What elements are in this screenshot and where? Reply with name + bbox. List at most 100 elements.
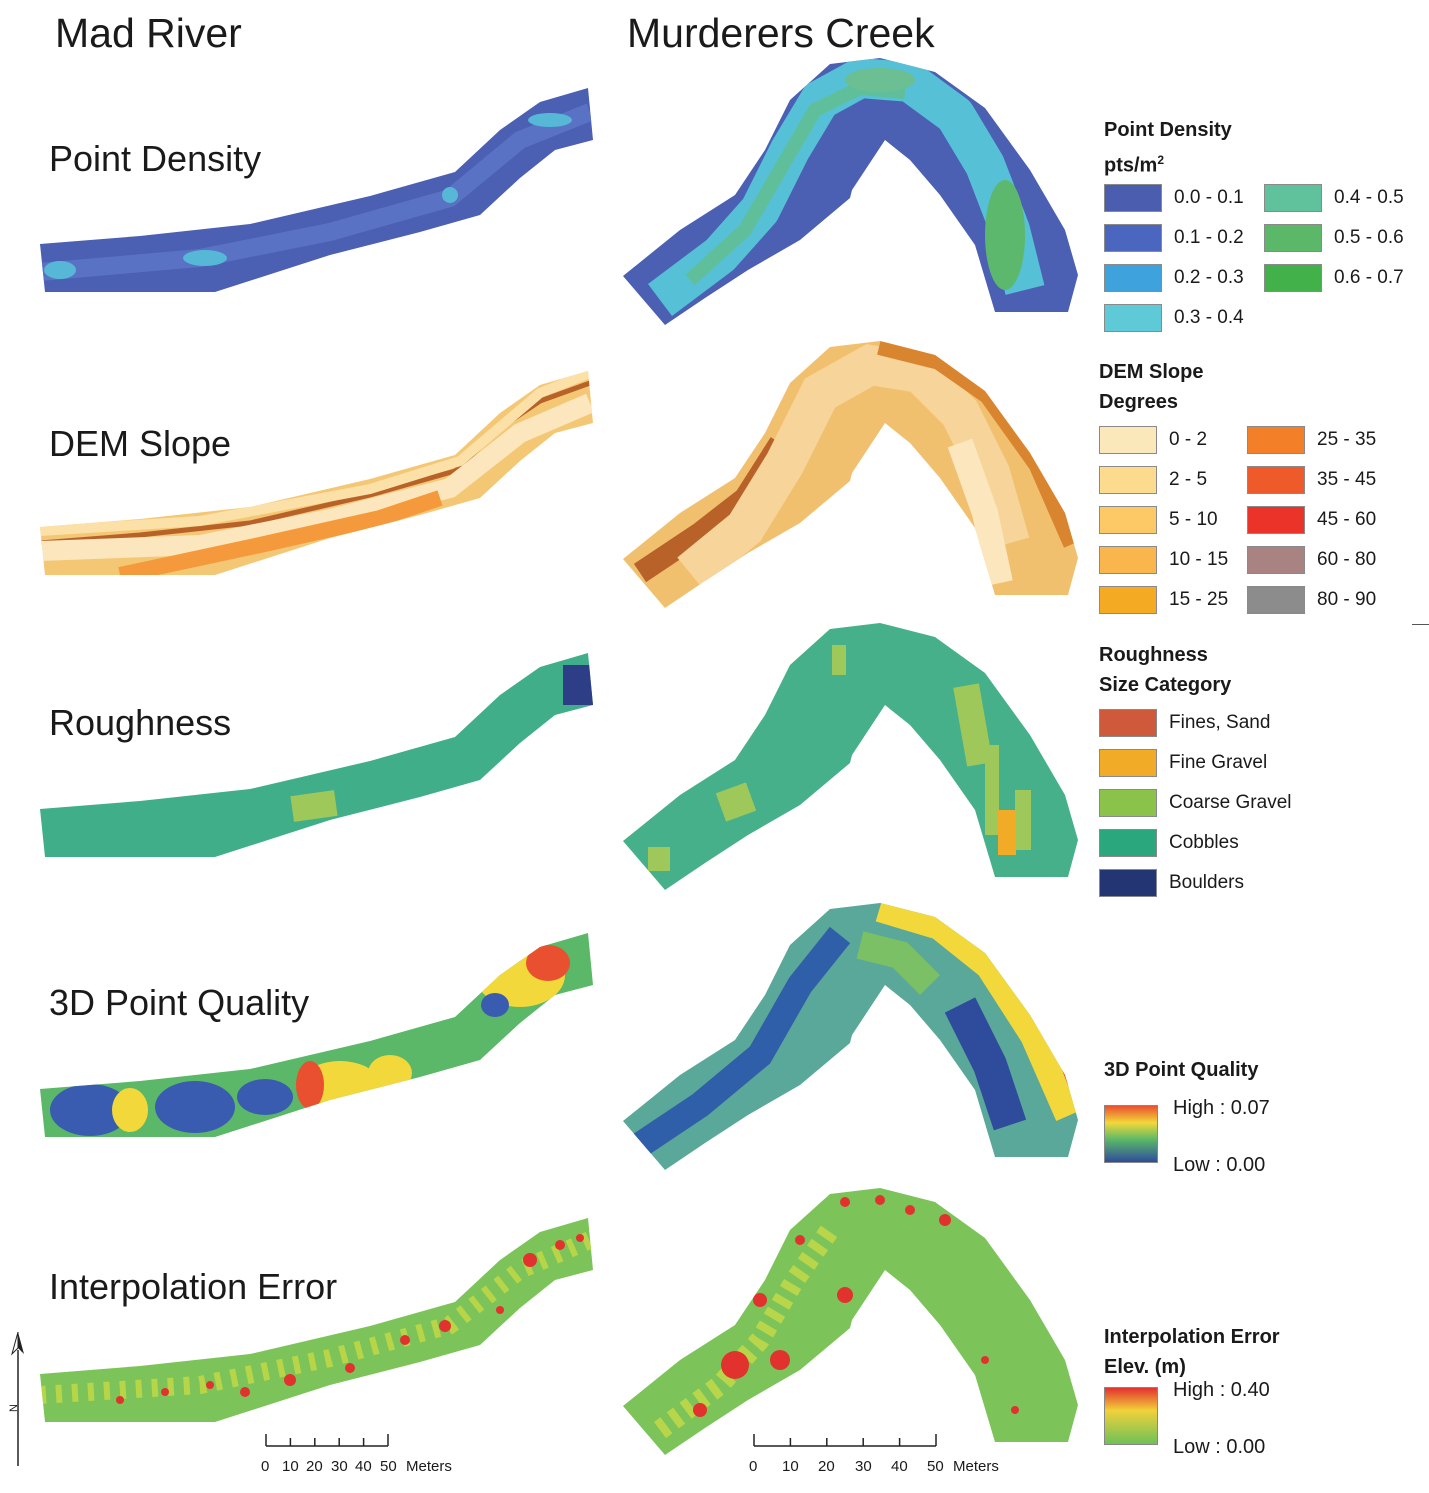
legend-slope-item: 2 - 5 bbox=[1099, 464, 1207, 496]
legend-swatch bbox=[1099, 426, 1157, 454]
legend-slope-item: 80 - 90 bbox=[1247, 584, 1376, 616]
legend-label: 0.2 - 0.3 bbox=[1174, 267, 1244, 288]
legend-swatch bbox=[1247, 586, 1305, 614]
legend-dem-slope-title: DEM Slope Degrees bbox=[1099, 361, 1204, 413]
legend-interp-ramp bbox=[1104, 1387, 1158, 1445]
murderers-creek-title: Murderers Creek bbox=[627, 10, 935, 56]
legend-roughness-item: Cobbles bbox=[1099, 827, 1239, 859]
row-title-dem-slope: DEM Slope bbox=[49, 423, 232, 464]
scale-unit-label: Meters bbox=[406, 1458, 452, 1475]
scale-tick-label: 0 bbox=[261, 1458, 270, 1475]
legend-swatch bbox=[1099, 506, 1157, 534]
legend-roughness-item: Coarse Gravel bbox=[1099, 787, 1292, 819]
legend-swatch bbox=[1247, 426, 1305, 454]
legend-swatch bbox=[1264, 184, 1322, 212]
legend-swatch bbox=[1099, 829, 1157, 857]
scale-tick-label: 50 bbox=[927, 1458, 944, 1475]
legend-label: 10 - 15 bbox=[1169, 549, 1229, 570]
north-label: N bbox=[7, 1404, 20, 1412]
legend-swatch bbox=[1104, 184, 1162, 212]
legend-label: Coarse Gravel bbox=[1169, 792, 1292, 813]
legend-swatch bbox=[1264, 224, 1322, 252]
scale-tick-label: 10 bbox=[282, 1458, 299, 1475]
legend-3d-quality-high: High : 0.07 bbox=[1173, 1097, 1270, 1119]
legend-swatch bbox=[1099, 749, 1157, 777]
legend-swatch bbox=[1099, 869, 1157, 897]
legend-slope-item: 10 - 15 bbox=[1099, 544, 1228, 576]
legend-slope-item: 35 - 45 bbox=[1247, 464, 1376, 496]
scale-tick-label: 30 bbox=[331, 1458, 348, 1475]
legend-density-item: 0.6 - 0.7 bbox=[1264, 262, 1404, 294]
scale-tick-label: 30 bbox=[855, 1458, 872, 1475]
legend-label: 0.1 - 0.2 bbox=[1174, 227, 1244, 248]
legend-point-density-title: Point Density pts/m2 bbox=[1104, 119, 1232, 177]
north-arrow-icon bbox=[11, 1331, 24, 1466]
row-title-interpolation-error: Interpolation Error bbox=[49, 1266, 338, 1307]
legend-density-item: 0.1 - 0.2 bbox=[1104, 222, 1244, 254]
legend-roughness-item: Fine Gravel bbox=[1099, 747, 1267, 779]
legend-label: 0.6 - 0.7 bbox=[1334, 267, 1404, 288]
legend-label: 0 - 2 bbox=[1169, 429, 1208, 450]
legend-density-item: 0.3 - 0.4 bbox=[1104, 302, 1244, 334]
legend-swatch bbox=[1099, 586, 1157, 614]
legend-label: 15 - 25 bbox=[1169, 589, 1229, 610]
legend-density-item: 0.0 - 0.1 bbox=[1104, 182, 1244, 214]
row-title-point-density: Point Density bbox=[49, 138, 262, 179]
scale-tick-label: 50 bbox=[380, 1458, 397, 1475]
legend-label: 2 - 5 bbox=[1169, 469, 1208, 490]
legend-label: 5 - 10 bbox=[1169, 509, 1218, 530]
legend-label: 25 - 35 bbox=[1317, 429, 1377, 450]
legend-label: 60 - 80 bbox=[1317, 549, 1377, 570]
legend-interp-high: High : 0.40 bbox=[1173, 1379, 1270, 1401]
legend-slope-item: 60 - 80 bbox=[1247, 544, 1376, 576]
scale-tick-label: 40 bbox=[355, 1458, 372, 1475]
scale-tick-label: 0 bbox=[749, 1458, 758, 1475]
legend-label: 35 - 45 bbox=[1317, 469, 1377, 490]
legend-label: Fine Gravel bbox=[1169, 752, 1268, 773]
legend-3d-quality-title: 3D Point Quality bbox=[1104, 1059, 1259, 1081]
legend-slope-item: 25 - 35 bbox=[1247, 424, 1376, 456]
legend-label: Fines, Sand bbox=[1169, 712, 1271, 733]
legend-label: 80 - 90 bbox=[1317, 589, 1377, 610]
legend-roughness-item: Fines, Sand bbox=[1099, 707, 1270, 739]
legend-density-item: 0.4 - 0.5 bbox=[1264, 182, 1404, 214]
legend-swatch bbox=[1247, 466, 1305, 494]
scale-unit-label: Meters bbox=[953, 1458, 999, 1475]
legend-label: 0.4 - 0.5 bbox=[1334, 187, 1404, 208]
legend-interp-title: Interpolation Error Elev. (m) bbox=[1104, 1326, 1280, 1378]
legend-roughness-item: Boulders bbox=[1099, 867, 1244, 899]
scale-tick-label: 40 bbox=[891, 1458, 908, 1475]
legend-swatch bbox=[1099, 709, 1157, 737]
legend-swatch bbox=[1099, 789, 1157, 817]
mad-river-scale-bar bbox=[265, 1434, 389, 1447]
row-title-3d-point-quality: 3D Point Quality bbox=[49, 982, 310, 1023]
legend-label: Boulders bbox=[1169, 872, 1244, 893]
edge-mark bbox=[1412, 624, 1429, 625]
legend-label: 45 - 60 bbox=[1317, 509, 1377, 530]
murderers-creek-scale-bar bbox=[753, 1434, 937, 1447]
legend-swatch bbox=[1104, 224, 1162, 252]
legend-swatch bbox=[1099, 546, 1157, 574]
legend-swatch bbox=[1264, 264, 1322, 292]
legend-slope-item: 45 - 60 bbox=[1247, 504, 1376, 536]
legend-label: 0.0 - 0.1 bbox=[1174, 187, 1244, 208]
legend-swatch bbox=[1104, 304, 1162, 332]
row-title-roughness: Roughness bbox=[49, 702, 232, 743]
legend-swatch bbox=[1247, 506, 1305, 534]
scale-tick-label: 20 bbox=[306, 1458, 323, 1475]
legend-swatch bbox=[1247, 546, 1305, 574]
legend-3d-quality-low: Low : 0.00 bbox=[1173, 1154, 1266, 1176]
legend-density-item: 0.2 - 0.3 bbox=[1104, 262, 1244, 294]
legend-slope-item: 5 - 10 bbox=[1099, 504, 1218, 536]
legend-slope-item: 15 - 25 bbox=[1099, 584, 1228, 616]
legend-label: 0.3 - 0.4 bbox=[1174, 307, 1244, 328]
legend-slope-item: 0 - 2 bbox=[1099, 424, 1207, 456]
legend-label: Cobbles bbox=[1169, 832, 1239, 853]
scale-tick-label: 10 bbox=[782, 1458, 799, 1475]
legend-interp-low: Low : 0.00 bbox=[1173, 1436, 1266, 1458]
legend-roughness-title: Roughness Size Category bbox=[1099, 644, 1232, 696]
legend-swatch bbox=[1104, 264, 1162, 292]
legend-label: 0.5 - 0.6 bbox=[1334, 227, 1404, 248]
legend-3d-quality-ramp bbox=[1104, 1105, 1158, 1163]
scale-tick-label: 20 bbox=[818, 1458, 835, 1475]
